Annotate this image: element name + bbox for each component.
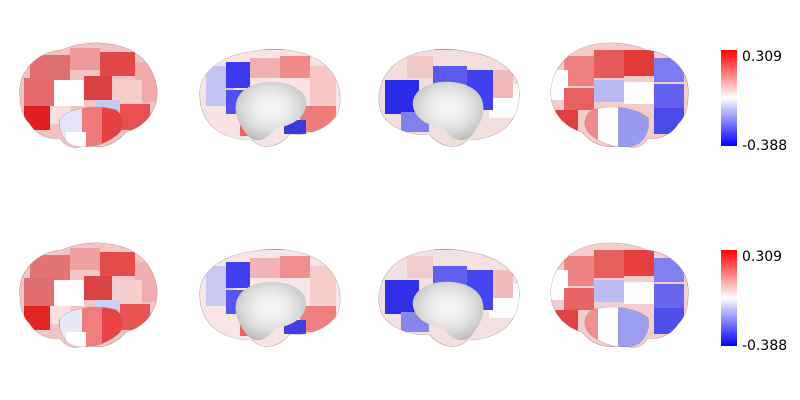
colorbar-gradient xyxy=(721,50,737,146)
brain-left-lateral-view xyxy=(19,242,158,348)
colorbar-gradient xyxy=(721,250,737,346)
brain-right-medial-view xyxy=(378,248,520,347)
colorbar-max-label: 0.309 xyxy=(742,49,782,65)
colorbar-max-label: 0.309 xyxy=(742,249,782,265)
brain-left-medial-view xyxy=(199,48,341,147)
brain-right-lateral-view xyxy=(550,42,689,148)
colorbar-2: 0.309 -0.388 xyxy=(721,249,787,354)
brain-right-medial-view xyxy=(378,48,520,147)
colorbar-1: 0.309 -0.388 xyxy=(721,49,787,154)
colorbar-min-label: -0.388 xyxy=(742,338,787,354)
brain-left-medial-view xyxy=(199,248,341,347)
brain-row-2 xyxy=(19,242,689,348)
colorbar-min-label: -0.388 xyxy=(742,138,787,154)
brain-row-1 xyxy=(19,42,689,148)
brain-right-lateral-view xyxy=(550,242,689,348)
brain-left-lateral-view xyxy=(19,42,158,148)
